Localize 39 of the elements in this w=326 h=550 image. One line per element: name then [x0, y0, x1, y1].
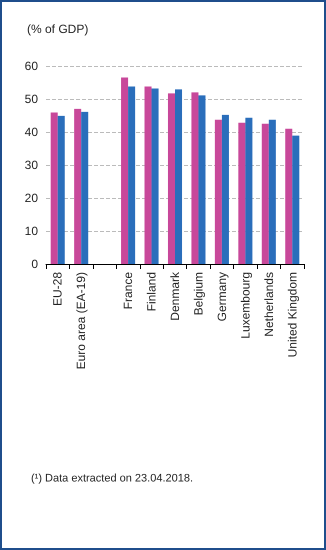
x-tick-label: Germany: [214, 272, 229, 322]
bar: [121, 78, 128, 264]
x-tick-label: Denmark: [168, 271, 182, 321]
x-tick-label: Euro area (EA-19): [74, 272, 88, 370]
text: (¹) Data extracted on 23.04.2018.: [31, 472, 194, 484]
bar: [58, 116, 65, 264]
x-tick-label: Netherlands: [262, 272, 276, 337]
bar: [175, 89, 182, 264]
bar: [81, 112, 88, 264]
bar: [245, 118, 252, 264]
y-tick-label: 0: [31, 257, 38, 271]
bar: [238, 122, 246, 264]
bar: [292, 136, 300, 264]
y-axis-title: (% of GDP): [27, 22, 88, 36]
bar: [198, 95, 206, 264]
bar: [214, 120, 222, 264]
bar: [191, 92, 198, 264]
y-tick-label: 60: [24, 59, 38, 73]
bar: [128, 86, 136, 264]
x-tick-label: Belgium: [191, 272, 206, 316]
bar: [268, 120, 276, 264]
y-tick-label: 30: [24, 158, 38, 172]
x-tick-label: EU-28: [50, 272, 65, 306]
y-tick-label: 40: [24, 125, 38, 139]
bar: [262, 124, 269, 264]
bar: [74, 108, 82, 264]
y-tick-label: 10: [24, 224, 38, 238]
y-tick-label: 50: [24, 92, 38, 106]
x-tick-label: Finland: [144, 272, 159, 312]
bar: [144, 86, 152, 264]
y-tick-label: 20: [24, 191, 38, 205]
x-tick-label: France: [121, 272, 136, 310]
x-tick-label: Luxembourg: [238, 272, 252, 339]
bar: [168, 93, 175, 264]
bar: [152, 88, 159, 264]
bar: [50, 112, 58, 264]
bar: [285, 128, 292, 264]
bar: [222, 114, 229, 264]
x-tick-label: United Kingdom: [285, 272, 300, 358]
